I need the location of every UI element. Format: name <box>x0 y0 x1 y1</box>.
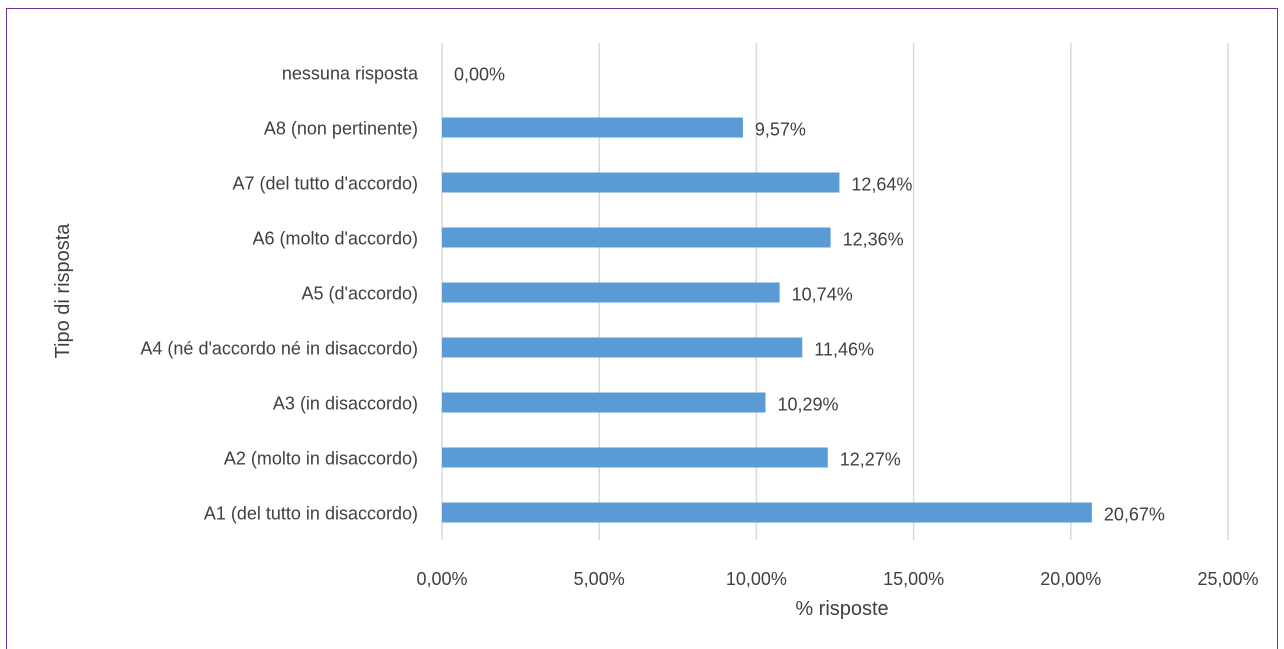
category-label: A5 (d'accordo) <box>302 284 419 304</box>
data-label: 9,57% <box>755 120 806 140</box>
data-label: 12,36% <box>843 230 904 250</box>
x-tick-labels: 0,00% 5,00% 10,00% 15,00% 20,00% 25,00% <box>416 569 1258 589</box>
category-label: A7 (del tutto d'accordo) <box>232 174 418 194</box>
x-tick-label: 15,00% <box>883 569 944 589</box>
category-label: A6 (molto d'accordo) <box>252 229 418 249</box>
x-tick-label: 5,00% <box>574 569 625 589</box>
x-tick-label: 25,00% <box>1197 569 1258 589</box>
bar <box>442 117 743 138</box>
category-labels: A1 (del tutto in disaccordo) A2 (molto in… <box>140 64 419 524</box>
bars <box>442 117 1092 523</box>
bar <box>442 282 780 303</box>
x-tick-label: 0,00% <box>416 569 467 589</box>
x-tick-label: 20,00% <box>1040 569 1101 589</box>
category-label: A1 (del tutto in disaccordo) <box>204 504 418 524</box>
bar <box>442 172 840 193</box>
x-tick-label: 10,00% <box>726 569 787 589</box>
category-label: A4 (né d'accordo né in disaccordo) <box>140 339 418 359</box>
bar <box>442 227 831 248</box>
bar <box>442 337 803 358</box>
data-label: 10,29% <box>778 395 839 415</box>
data-label: 12,64% <box>851 175 912 195</box>
chart-frame <box>6 8 1278 649</box>
category-label: A2 (molto in disaccordo) <box>224 449 418 469</box>
bar <box>442 392 766 413</box>
data-label: 12,27% <box>840 450 901 470</box>
category-label: nessuna risposta <box>282 64 419 84</box>
data-label: 20,67% <box>1104 505 1165 525</box>
bar <box>442 447 828 468</box>
x-axis-title: % risposte <box>795 598 888 620</box>
data-label: 11,46% <box>814 340 874 360</box>
y-axis-title: Tipo di risposta <box>52 223 74 359</box>
data-labels: 20,67% 12,27% 10,29% 11,46% 10,74% 12,36% 12,6… <box>454 65 1165 525</box>
category-label: A8 (non pertinente) <box>264 119 418 139</box>
bar <box>442 502 1092 523</box>
data-label: 10,74% <box>792 285 853 305</box>
category-label: A3 (in disaccordo) <box>273 394 418 414</box>
data-label: 0,00% <box>454 65 505 85</box>
